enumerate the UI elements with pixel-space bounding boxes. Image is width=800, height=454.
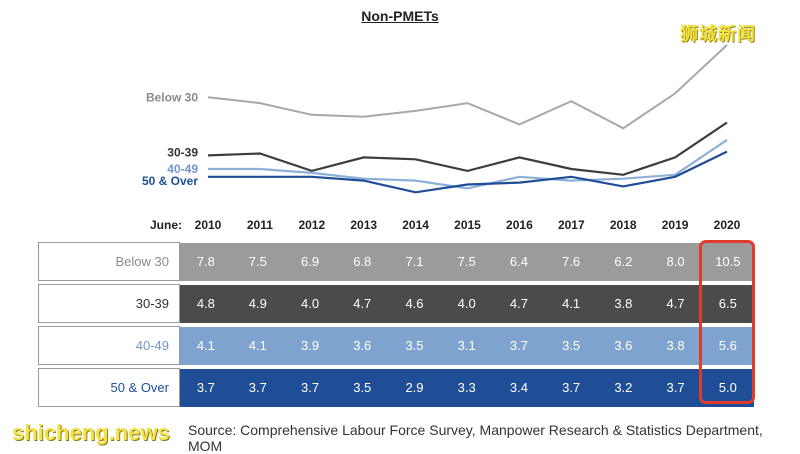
watermark-site: shicheng.news (12, 420, 170, 445)
table-cell: 3.7 (231, 368, 284, 407)
series-label-30-39: 30-39 (167, 145, 198, 159)
row-spacer (38, 280, 754, 285)
series-label-below-30: Below 30 (146, 90, 198, 104)
table-cell: 3.7 (283, 368, 337, 407)
table-cell: 10.5 (701, 242, 754, 281)
watermark-chinese: 狮城新闻 (680, 24, 756, 44)
row-label: 30-39 (38, 284, 180, 323)
table-row-50-over: 50 & Over 3.7 3.7 3.7 3.5 2.9 3.3 3.4 3.7 3.2 3.7 5… (38, 368, 754, 407)
table-cell: 4.7 (492, 284, 546, 323)
series-line-30-39 (207, 121, 728, 176)
table-cell: 4.0 (283, 284, 337, 323)
table-cell: 4.1 (545, 284, 598, 323)
x-axis-prefix: June: (150, 218, 182, 232)
row-spacer (38, 322, 754, 327)
row-spacer-cell (38, 364, 754, 369)
x-tick-label: 2013 (350, 218, 377, 232)
table-cell: 4.7 (649, 284, 702, 323)
table-cell: 3.6 (597, 326, 650, 365)
table-cell: 3.2 (597, 368, 650, 407)
table-cell: 4.6 (388, 284, 441, 323)
series-line-below-30 (207, 44, 728, 130)
row-label: 50 & Over (38, 368, 180, 407)
table-cell: 5.0 (701, 368, 754, 407)
row-label: Below 30 (38, 242, 180, 281)
x-tick-label: 2018 (610, 218, 637, 232)
table-cell: 2.9 (388, 368, 441, 407)
table-cell: 3.5 (388, 326, 441, 365)
table-cell: 3.7 (649, 368, 702, 407)
series-lines (207, 44, 728, 194)
x-tick-label: 2019 (662, 218, 689, 232)
chart-title: Non-PMETs (361, 8, 439, 24)
table-cell: 3.4 (492, 368, 546, 407)
x-tick-label: 2020 (714, 218, 741, 232)
table-cell: 3.7 (492, 326, 546, 365)
data-table: Below 30 7.8 7.5 6.9 6.8 7.1 7.5 6.4 7.6 6.2 8.0 10… (38, 242, 754, 407)
x-tick-label: 2011 (247, 218, 273, 232)
table-cell: 4.9 (231, 284, 284, 323)
table-cell: 4.8 (179, 284, 232, 323)
x-tick-label: 2016 (506, 218, 533, 232)
table-cell: 3.7 (179, 368, 232, 407)
row-spacer-cell (38, 322, 754, 327)
row-spacer (38, 364, 754, 369)
x-tick-label: 2017 (558, 218, 585, 232)
table-cell: 4.1 (179, 326, 232, 365)
table-cell: 7.1 (388, 242, 441, 281)
table-row-below-30: Below 30 7.8 7.5 6.9 6.8 7.1 7.5 6.4 7.6 6.2 8.0 10… (38, 242, 754, 281)
table-cell: 7.5 (440, 242, 493, 281)
table-cell: 5.6 (701, 326, 754, 365)
series-line-40-49 (208, 138, 728, 190)
table-cell: 3.7 (545, 368, 598, 407)
table-cell: 7.8 (179, 242, 232, 281)
table-cell: 7.6 (545, 242, 598, 281)
table-cell: 4.1 (231, 326, 284, 365)
table-cell: 3.3 (440, 368, 493, 407)
table-cell: 3.8 (649, 326, 702, 365)
table-cell: 3.5 (545, 326, 598, 365)
table-row-40-49: 40-49 4.1 4.1 3.9 3.6 3.5 3.1 3.7 3.5 3.6 3.8 5.6 (38, 326, 754, 365)
table-cell: 6.4 (492, 242, 546, 281)
table-cell: 3.5 (336, 368, 389, 407)
table-cell: 6.2 (597, 242, 650, 281)
x-tick-label: 2010 (195, 218, 222, 232)
table-cell: 3.9 (283, 326, 337, 365)
table-cell: 4.0 (440, 284, 493, 323)
table-cell: 7.5 (231, 242, 284, 281)
table-cell: 4.7 (336, 284, 389, 323)
table-cell: 6.8 (336, 242, 389, 281)
table-cell: 3.6 (336, 326, 389, 365)
table-cell: 3.8 (597, 284, 650, 323)
table-row-30-39: 30-39 4.8 4.9 4.0 4.7 4.6 4.0 4.7 4.1 3.8 4.7 6.5 (38, 284, 754, 323)
series-label-40-49: 40-49 (167, 162, 198, 176)
x-tick-label: 2012 (298, 218, 325, 232)
series-label-50-over: 50 & Over (142, 174, 198, 188)
source-note: Source: Comprehensive Labour Force Surve… (188, 422, 763, 454)
table-cell: 8.0 (649, 242, 702, 281)
row-spacer-cell (38, 280, 754, 285)
highlight-2020-box (699, 240, 755, 404)
series-line-50-over (208, 150, 728, 194)
x-tick-label: 2015 (454, 218, 481, 232)
row-label: 40-49 (38, 326, 180, 365)
x-tick-label: 2014 (402, 218, 429, 232)
table-cell: 6.9 (283, 242, 337, 281)
x-axis-labels: June: 2010 2011 2012 2013 2014 2015 2016 2017 201… (150, 218, 741, 232)
table-cell: 6.5 (701, 284, 754, 323)
table-cell: 3.1 (440, 326, 493, 365)
